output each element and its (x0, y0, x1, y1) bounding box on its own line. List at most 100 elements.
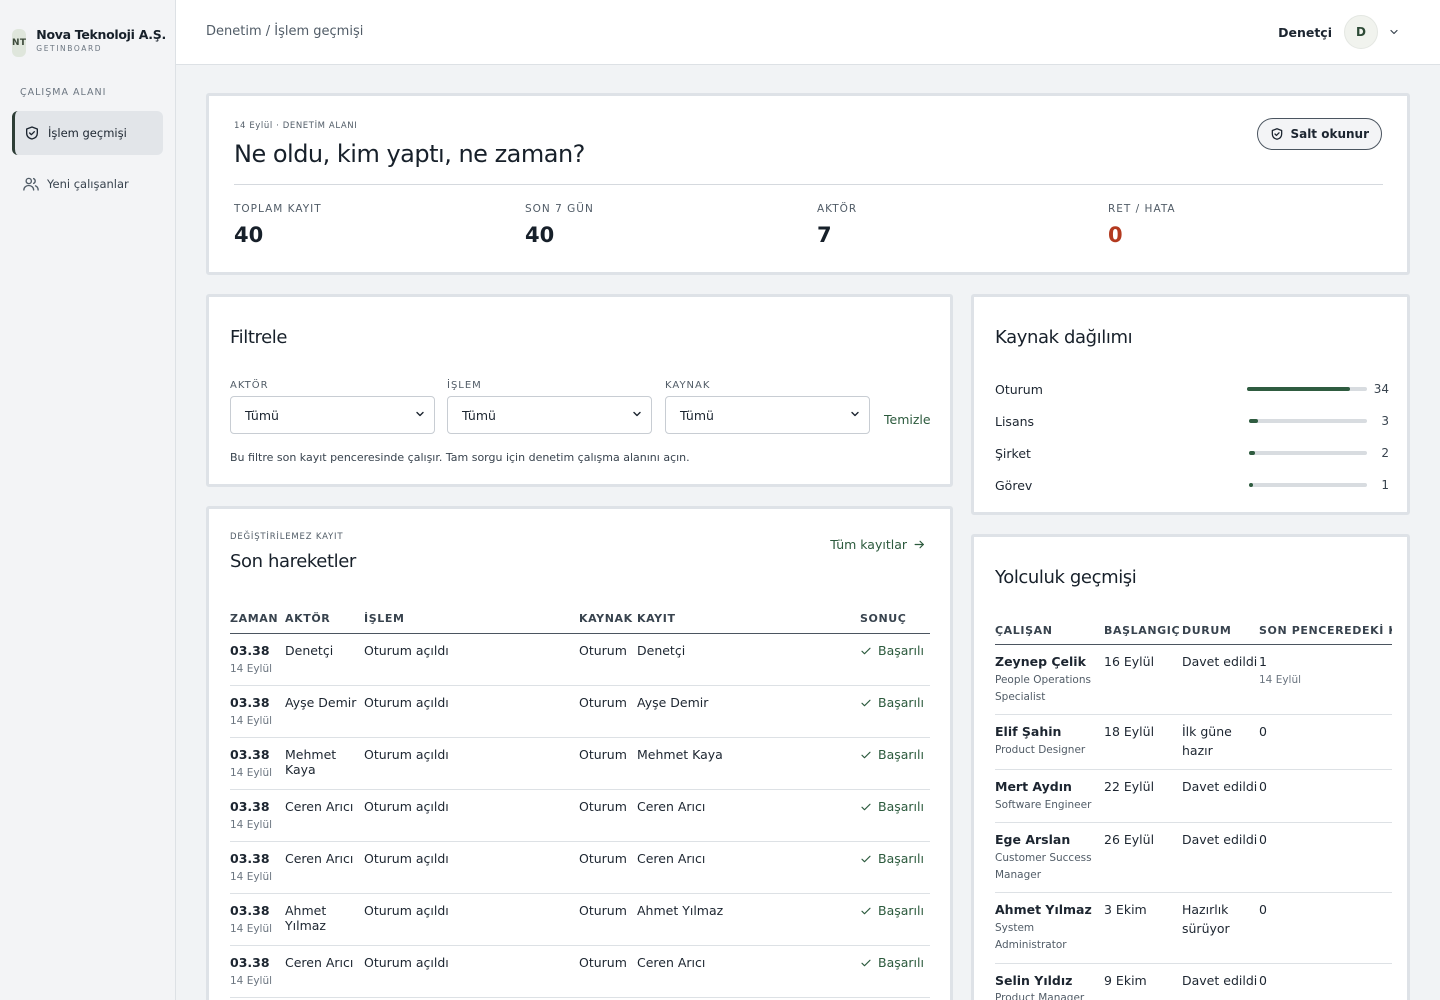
employee-name[interactable]: Ahmet Yılmaz (995, 902, 1092, 918)
stat-label: AKTÖR (817, 203, 858, 215)
brand-logo: NT (12, 29, 27, 57)
chevron-down-icon[interactable] (1388, 25, 1402, 39)
table-row[interactable]: 03.38 14 Eylül Ceren Arıcı Oturum açıldı Otu… (230, 945, 930, 998)
result-value: Başarılı (878, 695, 924, 710)
source-bar-fill (1249, 419, 1259, 423)
source-select[interactable]: Tümü (665, 396, 870, 434)
table-row[interactable]: 03.38 14 Eylül Ahmet Yılmaz Oturum açıldı Ot… (230, 893, 930, 946)
stat-value: 7 (817, 223, 832, 247)
column-header[interactable]: KAYIT (637, 608, 860, 634)
column-header[interactable]: DURUM (1182, 620, 1259, 645)
employee-name[interactable]: Selin Yıldız (995, 972, 1073, 988)
start-cell: 26 Eylül (1104, 822, 1182, 894)
table-row[interactable]: Elif Şahin Product Designer 18 Eylül İlk gü… (995, 714, 1392, 770)
table-row[interactable]: Mert Aydın Software Engineer 22 Eylül Davet… (995, 769, 1392, 823)
source-name: Görev (995, 477, 1033, 493)
sidebar-item-islem-gecmisi[interactable]: İşlem geçmişi (12, 111, 163, 155)
source-row: Lisans 3 (995, 411, 1389, 431)
employee-role: Product Manager (995, 992, 1085, 1000)
employee-cell: Selin Yıldız Product Manager (995, 963, 1104, 1000)
table-row[interactable]: 03.38 14 Eylül Ayşe Demir Oturum açıldı Otur… (230, 685, 930, 738)
time-value: 03.38 (230, 747, 270, 762)
chevron-down-icon (631, 408, 643, 423)
table-row[interactable]: 03.38 14 Eylül Ceren Arıcı Oturum açıldı Otu… (230, 789, 930, 842)
column-header[interactable]: SONUÇ (860, 608, 930, 634)
status-cell: Hazırlık sürüyor (1182, 892, 1259, 964)
time-cell: 03.38 14 Eylül (230, 841, 285, 894)
employee-cell: Mert Aydın Software Engineer (995, 769, 1104, 823)
sidebar-section-title: ÇALIŞMA ALANI (20, 87, 107, 98)
count-value: 0 (1259, 972, 1267, 988)
column-header[interactable]: KAYNAK (579, 608, 637, 634)
column-header[interactable]: AKTÖR (285, 608, 364, 634)
source-bar-track (1249, 483, 1367, 487)
result-cell: Başarılı (860, 737, 930, 790)
recent-activity-card: DEĞİŞTİRİLEMEZ KAYIT Son hareketler Tüm … (206, 506, 953, 1000)
actor-cell: Ahmet Yılmaz (285, 893, 364, 946)
action-cell: Oturum açıldı (364, 633, 579, 686)
journey-table-scroll[interactable]: ÇALIŞAN BAŞLANGIÇ DURUM SON PENCEREDEKİ … (995, 620, 1392, 1000)
brand-sub: GETINBOARD (36, 44, 103, 53)
date-value: 14 Eylül (230, 871, 273, 883)
table-row[interactable]: 03.38 14 Eylül Ceren Arıcı Oturum açıldı Otu… (230, 841, 930, 894)
source-bar-fill (1249, 483, 1253, 487)
record-cell: Ceren Arıcı (637, 945, 860, 998)
employee-cell: Ahmet Yılmaz System Administrator (995, 892, 1104, 964)
employee-cell: Elif Şahin Product Designer (995, 714, 1104, 770)
result-cell: Başarılı (860, 685, 930, 738)
stat-value: 40 (525, 223, 555, 247)
avatar[interactable]: D (1344, 15, 1378, 49)
source-bar-fill (1247, 387, 1351, 391)
employee-name[interactable]: Elif Şahin (995, 724, 1062, 740)
employee-role: Customer Success Manager (995, 851, 1092, 881)
source-cell: Oturum (579, 841, 637, 894)
source-name: Oturum (995, 381, 1043, 397)
brand[interactable]: NT Nova Teknoloji A.Ş. GETINBOARD (0, 0, 175, 64)
actor-select[interactable]: Tümü (230, 396, 435, 434)
table-row[interactable]: Ege Arslan Customer Success Manager 26 Eyl… (995, 822, 1392, 894)
source-count: 1 (1381, 478, 1389, 492)
stat-last-7-days: SON 7 GÜN 40 (525, 203, 594, 247)
hero-eyebrow: 14 Eylül · DENETİM ALANI (234, 121, 358, 131)
time-cell: 03.38 14 Eylül (230, 737, 285, 790)
result-value: Başarılı (878, 903, 924, 918)
table-row[interactable]: Selin Yıldız Product Manager 9 Ekim Davet e… (995, 963, 1392, 1000)
source-name: Lisans (995, 413, 1035, 429)
employee-name[interactable]: Ege Arslan (995, 831, 1071, 847)
clear-filters-button[interactable]: Temizle (884, 412, 931, 427)
employee-name[interactable]: Mert Aydın (995, 778, 1072, 794)
column-header[interactable]: SON PENCEREDEKİ KAYIT (1259, 620, 1392, 645)
time-cell: 03.38 14 Eylül (230, 633, 285, 686)
employee-role: People Operations Specialist (995, 673, 1091, 704)
stat-total: TOPLAM KAYIT 40 (234, 203, 322, 247)
source-bar-track (1247, 387, 1367, 391)
start-cell: 18 Eylül (1104, 714, 1182, 770)
employee-name[interactable]: Zeynep Çelik (995, 654, 1086, 669)
time-cell: 03.38 14 Eylül (230, 685, 285, 738)
record-cell: Mehmet Kaya (637, 737, 860, 790)
shield-check-icon (23, 124, 41, 142)
result-cell: Başarılı (860, 841, 930, 894)
column-header[interactable]: İŞLEM (364, 608, 579, 634)
all-records-link[interactable]: Tüm kayıtlar (830, 537, 926, 552)
action-filter: İŞLEM Tümü (447, 380, 652, 434)
action-select[interactable]: Tümü (447, 396, 652, 434)
source-count: 3 (1381, 414, 1389, 428)
column-header[interactable]: ÇALIŞAN (995, 620, 1104, 645)
sidebar-item-yeni-calisanlar[interactable]: Yeni çalışanlar (12, 162, 163, 206)
table-row[interactable]: Ahmet Yılmaz System Administrator 3 Ekim Ha… (995, 892, 1392, 964)
breadcrumb: Denetim / İşlem geçmişi (206, 24, 364, 39)
source-row: Şirket 2 (995, 443, 1389, 463)
record-cell: Ceren Arıcı (637, 841, 860, 894)
user-menu[interactable]: Denetçi D (1278, 15, 1402, 49)
action-cell: Oturum açıldı (364, 945, 579, 998)
employee-role: Software Engineer (995, 798, 1092, 811)
table-row[interactable]: 03.38 14 Eylül Denetçi Oturum açıldı Oturum D… (230, 633, 930, 686)
column-header[interactable]: ZAMAN (230, 608, 285, 634)
column-header[interactable]: BAŞLANGIÇ (1104, 620, 1182, 645)
table-row[interactable]: 03.38 14 Eylül Mehmet Kaya Oturum açıldı Otu… (230, 737, 930, 790)
table-row[interactable]: Zeynep Çelik People Operations Specialist… (995, 644, 1392, 716)
status-cell: Davet edildi (1182, 769, 1259, 823)
count-cell: 0 (1259, 714, 1392, 770)
filter-note: Bu filtre son kayıt penceresinde çalışır… (230, 451, 690, 464)
